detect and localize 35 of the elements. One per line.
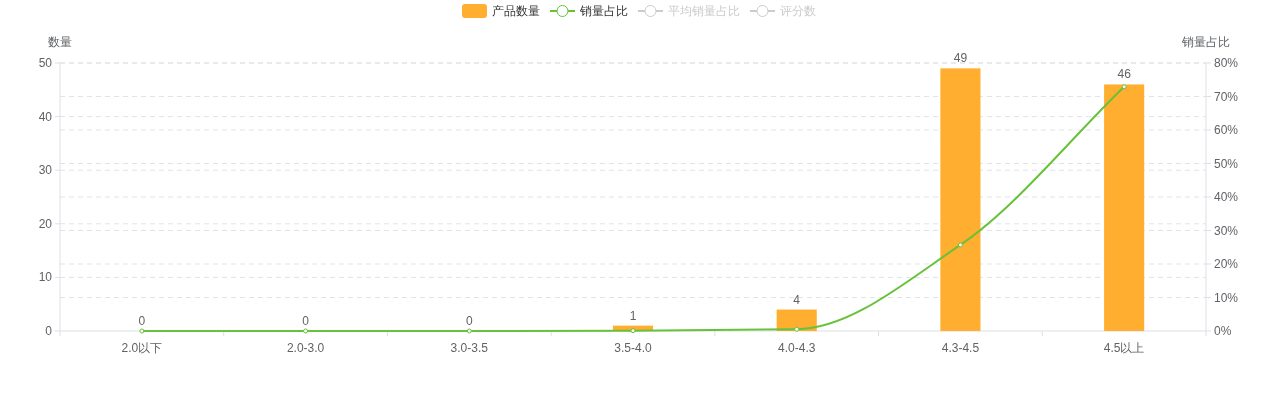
y-tick-label: 10	[38, 270, 53, 285]
legend-label: 销量占比	[579, 4, 628, 18]
data-label: 1	[629, 308, 637, 323]
data-label: 0	[138, 314, 146, 328]
bar	[1104, 84, 1145, 331]
x-tick-label: 4.3-4.5	[941, 341, 980, 355]
data-label: 4	[793, 292, 801, 307]
y-tick-label: 50	[38, 56, 53, 70]
x-tick-label: 4.0-4.3	[778, 341, 816, 355]
x-tick-label: 3.5-4.0	[614, 341, 653, 355]
data-label: 0	[302, 314, 310, 328]
y2-tick-label: 10%	[1214, 290, 1239, 305]
x-tick-label: 2.0以下	[121, 341, 163, 355]
y-tick-label: 0	[45, 324, 53, 338]
y-tick-label: 30	[38, 163, 53, 178]
y2-tick-label: 80%	[1214, 56, 1239, 70]
y-tick-label: 20	[38, 216, 53, 231]
legend-label: 产品数量	[492, 4, 540, 18]
y2-axis-title: 销量占比	[1181, 35, 1230, 49]
y2-tick-label: 50%	[1214, 156, 1239, 171]
x-tick-label: 2.0-3.0	[286, 341, 325, 355]
data-label: 46	[1117, 67, 1132, 82]
y2-tick-label: 70%	[1214, 89, 1239, 104]
y-tick-label: 40	[38, 109, 53, 124]
y2-tick-label: 40%	[1214, 190, 1239, 204]
y2-tick-label: 20%	[1214, 257, 1239, 271]
y-axis-title: 数量	[48, 35, 72, 49]
data-label: 0	[465, 314, 473, 328]
y2-tick-label: 60%	[1214, 123, 1239, 137]
y2-tick-label: 30%	[1214, 223, 1239, 238]
data-label: 49	[953, 51, 968, 66]
bar	[940, 68, 981, 331]
y2-tick-label: 0%	[1214, 324, 1232, 338]
x-tick-label: 4.5以上	[1103, 341, 1145, 355]
x-tick-label: 3.0-3.5	[450, 341, 489, 355]
